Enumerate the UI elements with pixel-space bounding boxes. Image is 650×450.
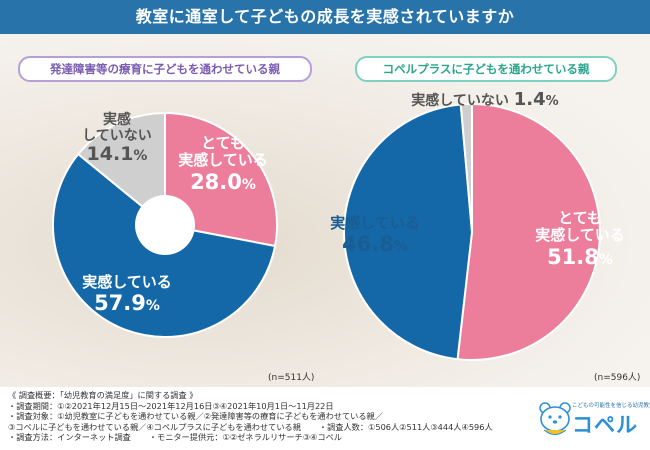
survey-notes: 《 調査概要：「幼児教育の満足度」に関する調査 》 ・調査期間：①②2021年1… xyxy=(8,390,493,443)
left-value-yes: 57.9 xyxy=(94,291,146,316)
right-value-yes: 46.8 xyxy=(342,232,394,257)
left-slice-label-very: とても 実感している 28.0% xyxy=(178,134,268,194)
survey-method: ・調査方法：インターネット調査 xyxy=(8,432,131,443)
right-sample-size: (n=596人) xyxy=(594,373,641,383)
pie-charts xyxy=(52,102,601,361)
page-title: 教室に通室して子どもの成長を実感されていますか xyxy=(0,0,650,34)
right-value-not: 1.4 xyxy=(513,89,546,110)
survey-title: 《 調査概要：「幼児教育の満足度」に関する調査 》 xyxy=(8,390,198,400)
survey-provider: ・モニター提供元：①②ゼネラルリサーチ③④コペル xyxy=(148,432,342,443)
right-pie-chart xyxy=(343,102,601,361)
right-pie-slice-2 xyxy=(459,102,473,233)
left-chart-title: 発達障害等の療育に子どもを通わせている親 xyxy=(18,56,312,82)
left-pie-chart xyxy=(52,111,278,338)
bear-mascot-icon xyxy=(539,402,571,435)
left-value-not: 14.1 xyxy=(86,143,134,166)
left-pie-slice-0 xyxy=(164,111,278,248)
logo-tagline: こどもの可能性を信じる幼児教室 xyxy=(572,403,650,409)
right-slice-label-yes: 実感している 46.8% xyxy=(330,214,420,257)
right-pie-slice-1 xyxy=(343,103,474,361)
right-value-very: 51.8 xyxy=(547,244,599,269)
survey-target-cont: ③コペルに子どもを通わせている親／④コペルプラスに子どもを通わせている親 xyxy=(8,421,301,432)
left-slice-label-yes: 実感している 57.9% xyxy=(82,273,172,316)
right-chart-title: コペルプラスに子どもを通わせている親 xyxy=(355,56,617,82)
left-pie-slice-2 xyxy=(76,111,166,228)
copel-logo: こどもの可能性を信じる幼児教室 コペル xyxy=(538,391,650,447)
right-slice-label-very: とても 実感している 51.8% xyxy=(535,209,625,269)
left-sample-size: (n=511人) xyxy=(268,373,315,383)
survey-period: ・調査期間：①②2021年12月15日～2021年12月16日③④2021年10… xyxy=(8,400,334,411)
survey-respondents: ・調査人数：①506人②511人③444人④596人 xyxy=(318,421,493,432)
right-slice-label-not: 実感していない 1.4% xyxy=(411,89,559,110)
survey-footer: 《 調査概要：「幼児教育の満足度」に関する調査 》 ・調査期間：①②2021年1… xyxy=(0,387,650,450)
left-slice-label-not: 実感 していない 14.1% xyxy=(82,112,152,166)
right-pie-slice-0 xyxy=(456,102,601,361)
left-value-very: 28.0 xyxy=(190,169,242,194)
left-pie-center-hole xyxy=(135,195,195,255)
survey-target: ・調査対象：①幼児教室に子どもを通わせている親／②発達障害等の療育に子どもを通わ… xyxy=(8,411,383,422)
logo-name: コペル xyxy=(572,413,638,437)
